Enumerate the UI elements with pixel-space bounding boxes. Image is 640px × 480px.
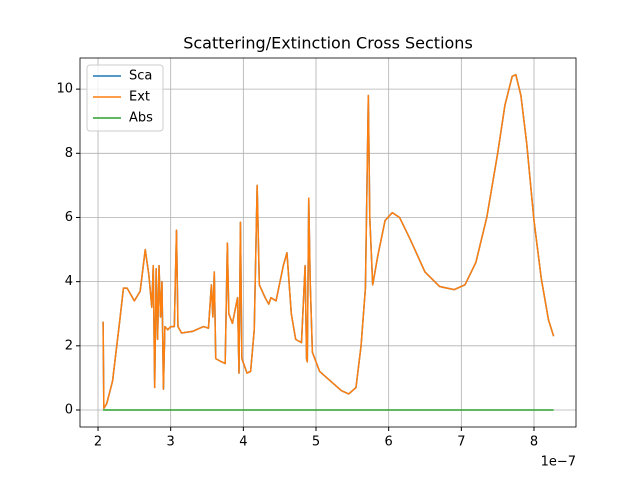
legend-label: Ext — [129, 90, 150, 105]
y-tick-label: 0 — [65, 402, 73, 417]
chart-title: Scattering/Extinction Cross Sections — [183, 34, 473, 53]
plot-frame — [79, 57, 577, 428]
x-tick-label: 8 — [530, 435, 538, 450]
y-tick-label: 6 — [65, 210, 73, 225]
x-offset-label: 1e−7 — [541, 455, 576, 470]
y-tick-label: 10 — [56, 82, 73, 97]
legend-label: Abs — [129, 111, 153, 126]
x-tick-label: 6 — [385, 435, 393, 450]
x-tick-label: 2 — [94, 435, 102, 450]
x-tick-label: 3 — [167, 435, 175, 450]
y-tick-label: 2 — [65, 338, 73, 353]
x-tick-label: 5 — [312, 435, 320, 450]
data-line — [102, 73, 555, 410]
y-tick-label: 4 — [65, 274, 73, 289]
y-tick-label: 8 — [65, 146, 73, 161]
x-tick-label: 7 — [457, 435, 465, 450]
x-tick-label: 4 — [239, 435, 247, 450]
legend-label: Sca — [129, 69, 152, 84]
legend-box — [86, 64, 164, 132]
